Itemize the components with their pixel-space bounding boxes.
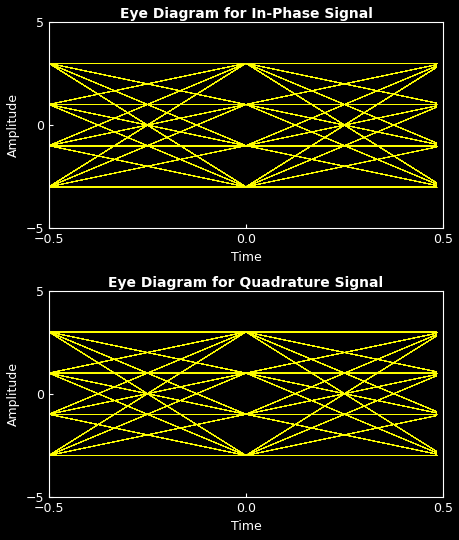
X-axis label: Time: Time <box>230 520 261 533</box>
Title: Eye Diagram for Quadrature Signal: Eye Diagram for Quadrature Signal <box>108 275 383 289</box>
Title: Eye Diagram for In-Phase Signal: Eye Diagram for In-Phase Signal <box>119 7 372 21</box>
X-axis label: Time: Time <box>230 252 261 265</box>
Y-axis label: Amplitude: Amplitude <box>7 93 20 157</box>
Y-axis label: Amplitude: Amplitude <box>7 362 20 426</box>
